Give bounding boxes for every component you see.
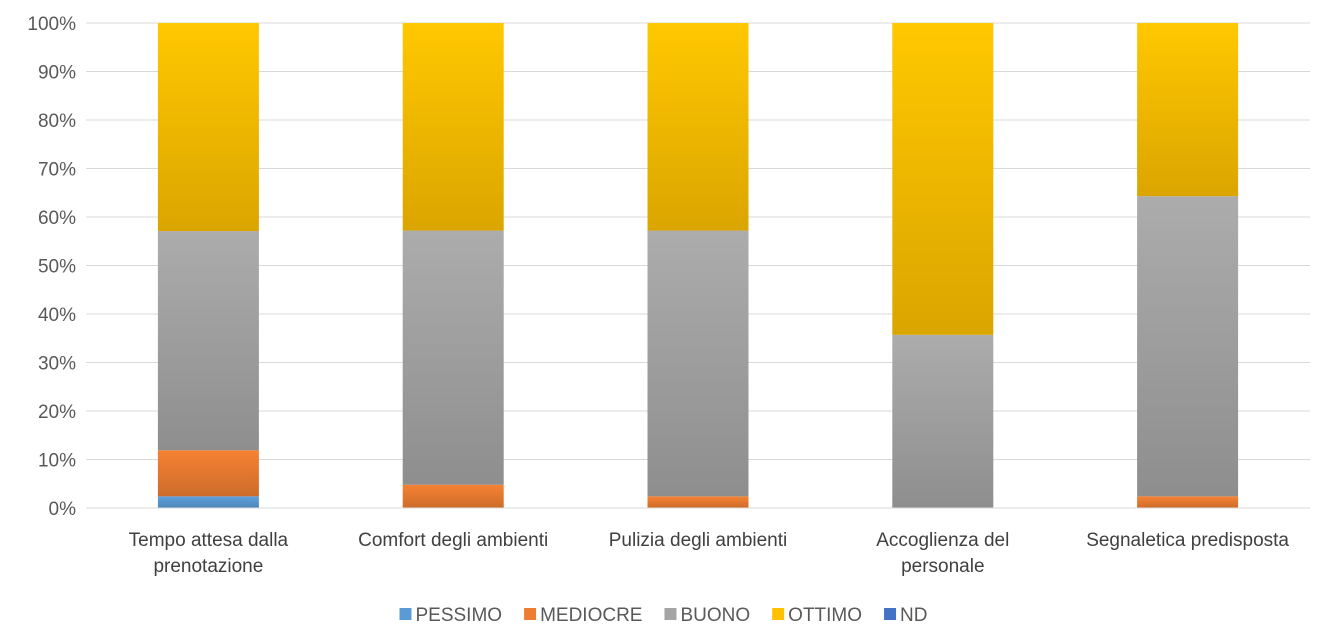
x-category-label: Comfort degli ambienti [358, 530, 548, 551]
legend-item-pessimo: PESSIMO [399, 605, 502, 626]
x-category-label: Tempo attesa dalla prenotazione [129, 530, 289, 577]
bar-segment-ottimo [402, 23, 504, 231]
y-tick-label: 70% [38, 160, 76, 181]
y-tick-label: 50% [38, 257, 76, 278]
legend-label: OTTIMO [788, 605, 862, 626]
bars [157, 23, 1239, 508]
y-tick-label: 60% [38, 208, 76, 229]
bar-segment-ottimo [1137, 23, 1239, 197]
y-tick-label: 40% [38, 305, 76, 326]
bar-segment-pessimo [157, 496, 259, 508]
bar-segment-buono [402, 230, 504, 485]
legend-swatch [399, 608, 412, 620]
bar-segment-buono [157, 231, 259, 451]
bar-segment-ottimo [892, 23, 994, 335]
bar-segment-mediocre [1137, 496, 1239, 508]
y-tick-label: 10% [38, 451, 76, 472]
x-category-label: Pulizia degli ambienti [609, 530, 788, 551]
legend-item-nd: ND [884, 605, 928, 626]
bar-segment-mediocre [157, 450, 259, 497]
legend-label: MEDIOCRE [540, 605, 642, 626]
bar-segment-ottimo [647, 23, 749, 231]
y-tick-label: 30% [38, 354, 76, 375]
legend: PESSIMO MEDIOCRE BUONO OTTIMO ND [399, 605, 928, 626]
y-tick-label: 0% [49, 499, 77, 520]
legend-swatch [772, 608, 785, 620]
y-axis: 0% 10% 20% 30% 40% 50% 60% 70% 80% 90% 100% [27, 14, 76, 520]
bar-segment-buono [892, 334, 994, 508]
legend-label: ND [900, 605, 927, 626]
legend-item-buono: BUONO [664, 605, 750, 626]
x-axis: Tempo attesa dalla prenotazione Comfort de… [86, 507, 1310, 577]
bar-segment-buono [647, 230, 749, 497]
x-category-label: Segnaletica predisposta [1086, 530, 1289, 551]
y-tick-label: 20% [38, 402, 76, 423]
legend-swatch [884, 608, 897, 620]
bar-segment-mediocre [647, 496, 749, 508]
bar-segment-buono [1137, 196, 1239, 497]
bar-segment-ottimo [157, 23, 259, 232]
y-tick-label: 90% [38, 63, 76, 84]
x-category-label: Accoglienza del personale [876, 530, 1009, 577]
legend-item-mediocre: MEDIOCRE [524, 605, 642, 626]
legend-label: PESSIMO [415, 605, 502, 626]
legend-swatch [664, 608, 677, 620]
y-tick-label: 100% [27, 14, 76, 35]
y-tick-label: 80% [38, 111, 76, 132]
legend-label: BUONO [680, 605, 750, 626]
bar-segment-mediocre [402, 484, 504, 508]
legend-item-ottimo: OTTIMO [772, 605, 862, 626]
legend-swatch [524, 608, 537, 620]
